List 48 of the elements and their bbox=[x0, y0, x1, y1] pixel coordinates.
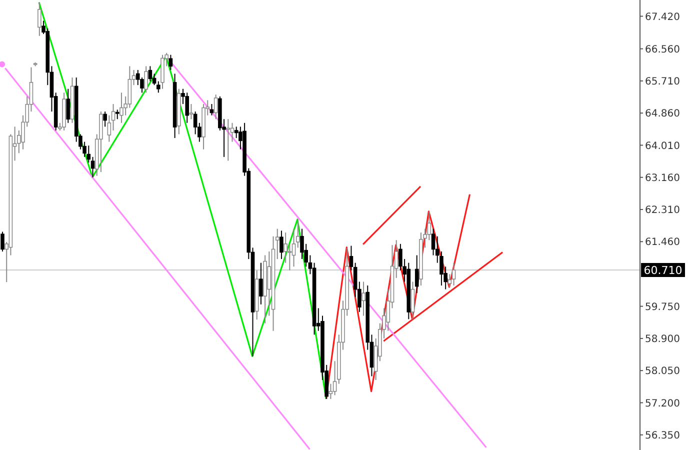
y-tick-label: 62.310 bbox=[645, 205, 680, 216]
candlestick bbox=[107, 114, 112, 142]
candlestick bbox=[193, 111, 198, 135]
y-tick-label: 64.860 bbox=[645, 108, 680, 120]
candlestick bbox=[288, 243, 292, 271]
candlestick bbox=[230, 122, 234, 142]
y-tick-label: 57.200 bbox=[645, 398, 680, 410]
candlestick bbox=[86, 145, 91, 164]
candlestick bbox=[452, 262, 456, 286]
candlestick bbox=[111, 103, 116, 131]
candlestick bbox=[349, 245, 354, 271]
candlestick bbox=[144, 66, 148, 94]
candlestick bbox=[152, 73, 156, 86]
candlestick bbox=[431, 228, 436, 256]
candlestick bbox=[410, 281, 415, 320]
candlestick bbox=[292, 228, 296, 268]
ref-line-label: 60.710 bbox=[644, 264, 682, 277]
y-tick-label: 64.010 bbox=[645, 140, 680, 152]
candlestick bbox=[362, 281, 366, 316]
candlestick bbox=[280, 230, 284, 260]
candlestick bbox=[148, 66, 152, 82]
candlestick bbox=[448, 274, 452, 288]
candlestick bbox=[90, 156, 95, 178]
y-tick-label: 58.050 bbox=[645, 366, 680, 378]
candlestick bbox=[115, 109, 120, 120]
y-tick-label: 65.710 bbox=[645, 76, 680, 88]
y-tick-label: 67.420 bbox=[645, 12, 680, 23]
y-tick-label: 63.160 bbox=[645, 172, 680, 184]
y-tick-label: 61.460 bbox=[645, 237, 680, 248]
candlestick bbox=[185, 92, 190, 124]
y-tick-label: 58.900 bbox=[645, 334, 680, 345]
y-tick-label: 56.350 bbox=[645, 430, 680, 442]
candlestick bbox=[0, 231, 4, 252]
candlestick bbox=[414, 254, 419, 294]
candlestick bbox=[120, 92, 124, 124]
candlestick bbox=[189, 103, 194, 120]
y-tick-label: 66.560 bbox=[645, 44, 680, 56]
candlestick bbox=[234, 126, 238, 139]
line-series bbox=[38, 1, 327, 400]
candlestick bbox=[214, 94, 218, 120]
candlestick bbox=[66, 88, 70, 124]
candlestick bbox=[259, 262, 263, 305]
candlestick bbox=[168, 54, 173, 70]
candlestick bbox=[328, 383, 333, 400]
candlestick bbox=[267, 250, 272, 316]
y-tick-label: 59.750 bbox=[645, 302, 680, 313]
candlestick bbox=[427, 210, 432, 241]
candlestick bbox=[103, 111, 107, 128]
